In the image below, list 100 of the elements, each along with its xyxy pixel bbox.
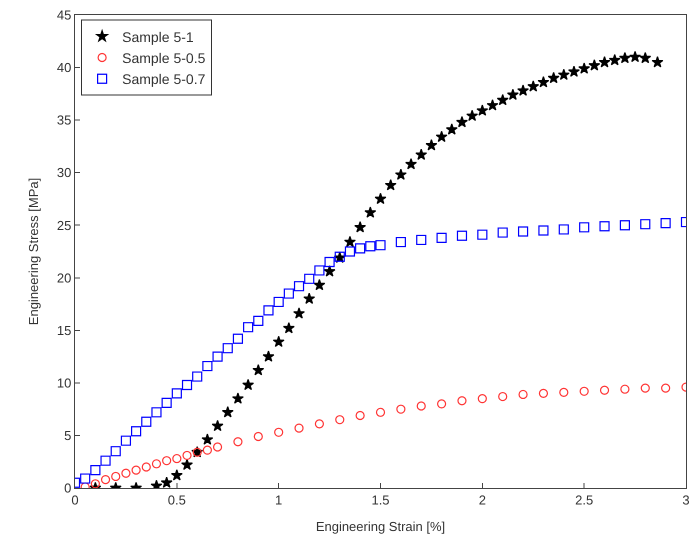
point <box>588 59 600 71</box>
y-tick-label: 35 <box>56 112 72 128</box>
point <box>578 62 590 74</box>
point <box>100 456 111 466</box>
point <box>152 459 162 468</box>
point <box>518 226 528 237</box>
point <box>232 392 244 404</box>
point <box>598 56 610 68</box>
point <box>436 130 448 142</box>
y-tick-label: 0 <box>64 480 72 496</box>
y-tick-label: 45 <box>56 8 72 23</box>
point <box>242 378 254 390</box>
point <box>376 408 386 417</box>
point <box>294 281 304 292</box>
point <box>477 230 488 240</box>
point <box>141 416 152 427</box>
point <box>498 392 508 402</box>
point <box>304 274 314 284</box>
x-tick-label: 2.5 <box>575 492 594 508</box>
point <box>314 419 324 428</box>
point <box>212 352 223 362</box>
point <box>436 232 447 243</box>
legend-label: Sample 5-0.5 <box>122 50 206 66</box>
point <box>425 139 438 150</box>
point <box>182 450 192 460</box>
point <box>538 225 549 236</box>
point <box>131 426 142 436</box>
point <box>394 168 407 180</box>
point <box>263 305 274 316</box>
point <box>252 364 264 376</box>
point <box>162 456 172 466</box>
legend-label: Sample 5-1 <box>122 28 194 45</box>
legend-label: Sample 5-0.7 <box>122 71 206 88</box>
point <box>121 468 131 478</box>
point <box>640 384 650 393</box>
point <box>110 446 121 456</box>
point <box>355 243 366 254</box>
point <box>100 474 110 484</box>
point <box>293 307 305 319</box>
point <box>457 396 467 406</box>
point <box>660 218 671 228</box>
point <box>365 241 376 252</box>
point <box>120 436 132 446</box>
point <box>172 388 182 398</box>
point <box>303 292 316 304</box>
point <box>661 384 670 393</box>
point <box>272 336 285 348</box>
point <box>324 256 335 268</box>
y-tick-label: 5 <box>64 428 72 443</box>
point <box>90 479 100 488</box>
point <box>212 442 222 452</box>
x-axis-title: Engineering Strain [%] <box>316 519 446 534</box>
point <box>364 206 376 218</box>
y-tick-label: 40 <box>56 60 72 76</box>
point <box>527 80 540 92</box>
point <box>314 265 324 276</box>
x-tick-label: 2 <box>478 492 486 508</box>
point <box>111 472 120 482</box>
point <box>335 415 344 424</box>
point <box>538 388 548 398</box>
point <box>344 246 356 257</box>
point <box>142 462 151 472</box>
point <box>202 446 212 455</box>
point <box>538 76 550 88</box>
point <box>437 399 446 409</box>
point <box>324 265 336 277</box>
x-tick-label: 3 <box>682 492 690 508</box>
point <box>456 116 468 128</box>
point <box>580 386 589 396</box>
x-tick-label: 1 <box>275 492 282 508</box>
point <box>170 469 183 481</box>
point <box>416 401 426 411</box>
point <box>415 148 428 160</box>
point <box>182 380 192 390</box>
point <box>356 410 365 420</box>
point <box>132 466 141 475</box>
point <box>640 219 650 230</box>
point <box>600 386 610 395</box>
point <box>181 458 193 470</box>
y-tick-label: 10 <box>56 375 72 390</box>
point <box>344 236 356 248</box>
y-axis-title: Engineering Stress [MPa] <box>26 178 41 326</box>
point <box>599 221 610 232</box>
point <box>282 322 295 334</box>
point <box>202 360 212 372</box>
point <box>254 432 263 442</box>
point <box>496 94 509 106</box>
point <box>212 420 224 432</box>
point <box>222 343 233 354</box>
point <box>652 56 664 68</box>
point <box>498 227 508 238</box>
point <box>80 473 90 484</box>
point <box>162 398 172 408</box>
point <box>405 158 417 170</box>
point <box>608 54 621 66</box>
point <box>506 88 519 100</box>
point <box>375 240 386 250</box>
point <box>558 224 569 235</box>
point <box>620 220 630 230</box>
point <box>416 234 426 246</box>
